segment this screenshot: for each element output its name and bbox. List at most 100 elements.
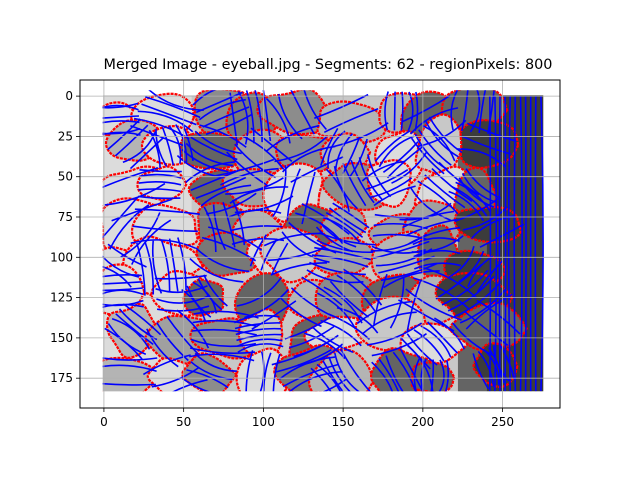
- x-tick-label: 250: [491, 415, 514, 429]
- contour-line: [421, 124, 456, 162]
- contour-line: [413, 329, 445, 362]
- contour-line: [336, 306, 379, 334]
- contour-line: [275, 349, 332, 373]
- contour-line: [237, 343, 284, 353]
- contour-line: [181, 288, 206, 322]
- contour-line: [234, 322, 281, 330]
- y-axis: 0 25 50 75 100 125 150 175: [50, 89, 80, 385]
- contour-line: [107, 243, 147, 268]
- contour-line: [244, 288, 290, 319]
- contour-line: [189, 258, 244, 283]
- contour-line: [458, 250, 485, 283]
- contour-line: [137, 110, 194, 133]
- contour-line: [102, 357, 158, 361]
- contour-line: [102, 120, 140, 124]
- contour-line: [212, 204, 227, 251]
- contour-line: [392, 351, 417, 392]
- contour-line: [111, 317, 151, 350]
- contour-line: [407, 91, 414, 132]
- contour-line: [102, 115, 140, 119]
- contour-line: [262, 352, 272, 392]
- contour-line: [373, 273, 388, 325]
- contour-line: [413, 262, 462, 270]
- contour-line: [289, 325, 335, 349]
- contour-line: [191, 328, 257, 336]
- contour-line: [435, 263, 483, 300]
- contour-line: [406, 333, 438, 366]
- contour-line: [114, 124, 149, 157]
- contour-line: [319, 221, 357, 248]
- contour-line: [332, 202, 370, 229]
- contour-line: [185, 161, 236, 183]
- contour-line: [272, 353, 281, 392]
- contour-line: [236, 277, 282, 307]
- y-tick-label: 75: [58, 210, 73, 224]
- contour-line: [228, 209, 282, 218]
- contour-line: [220, 167, 279, 186]
- contour-line: [102, 274, 143, 278]
- contour-line: [233, 314, 280, 324]
- contour-line: [459, 287, 507, 324]
- contour-line: [371, 245, 426, 254]
- contour-line: [181, 148, 229, 173]
- contour-line: [456, 148, 507, 168]
- contour-line: [142, 354, 191, 376]
- contour-line: [316, 239, 374, 254]
- contour-line: [168, 238, 179, 292]
- contour-line: [271, 165, 287, 218]
- contour-line: [237, 91, 249, 145]
- contour-line: [130, 239, 197, 250]
- contour-line: [465, 168, 502, 199]
- contour-line: [378, 135, 415, 168]
- contour-line: [451, 186, 488, 217]
- contour-line: [450, 90, 459, 131]
- contour-line: [378, 255, 435, 274]
- contour-line: [320, 319, 362, 347]
- contour-line: [194, 130, 242, 155]
- contour-line: [323, 286, 363, 324]
- contour-line: [200, 184, 252, 207]
- contour-line: [314, 93, 369, 119]
- contour-line: [160, 239, 171, 293]
- contour-line: [540, 96, 544, 392]
- contour-line: [102, 196, 139, 239]
- contour-line: [320, 127, 339, 166]
- contour-line: [472, 353, 490, 390]
- contour-line: [206, 192, 257, 215]
- contour-line: [418, 129, 452, 166]
- contour-line: [122, 131, 157, 164]
- contour-line: [122, 303, 162, 336]
- contour-line: [102, 299, 144, 307]
- contour-line: [136, 242, 146, 296]
- y-tick-label: 175: [50, 371, 73, 385]
- contour-line: [413, 277, 470, 310]
- contour-line: [513, 96, 517, 392]
- contour-line: [189, 347, 256, 355]
- contour-line: [477, 350, 495, 387]
- x-tick-label: 200: [411, 415, 434, 429]
- contour-line: [102, 287, 143, 292]
- contour-line: [369, 177, 413, 199]
- contour-line: [316, 363, 342, 392]
- y-tick-label: 50: [58, 170, 73, 184]
- contour-line: [322, 360, 344, 392]
- y-tick-label: 100: [50, 250, 73, 264]
- contour-line: [286, 168, 301, 221]
- contour-line: [245, 350, 254, 392]
- contour-line: [139, 169, 182, 173]
- contour-line: [342, 162, 367, 207]
- contour-line: [311, 254, 369, 268]
- contour-line: [139, 173, 182, 179]
- contour-line: [175, 124, 188, 163]
- contour-line: [195, 247, 250, 273]
- contour-line: [271, 242, 289, 275]
- contour-line: [384, 91, 389, 131]
- contour-line: [277, 93, 303, 140]
- contour-line: [151, 366, 200, 388]
- contour-line: [195, 91, 243, 114]
- contour-line: [393, 91, 396, 131]
- contour-line: [328, 313, 371, 340]
- contour-line: [405, 288, 462, 321]
- x-tick-label: 0: [100, 415, 108, 429]
- contour-line: [130, 124, 186, 147]
